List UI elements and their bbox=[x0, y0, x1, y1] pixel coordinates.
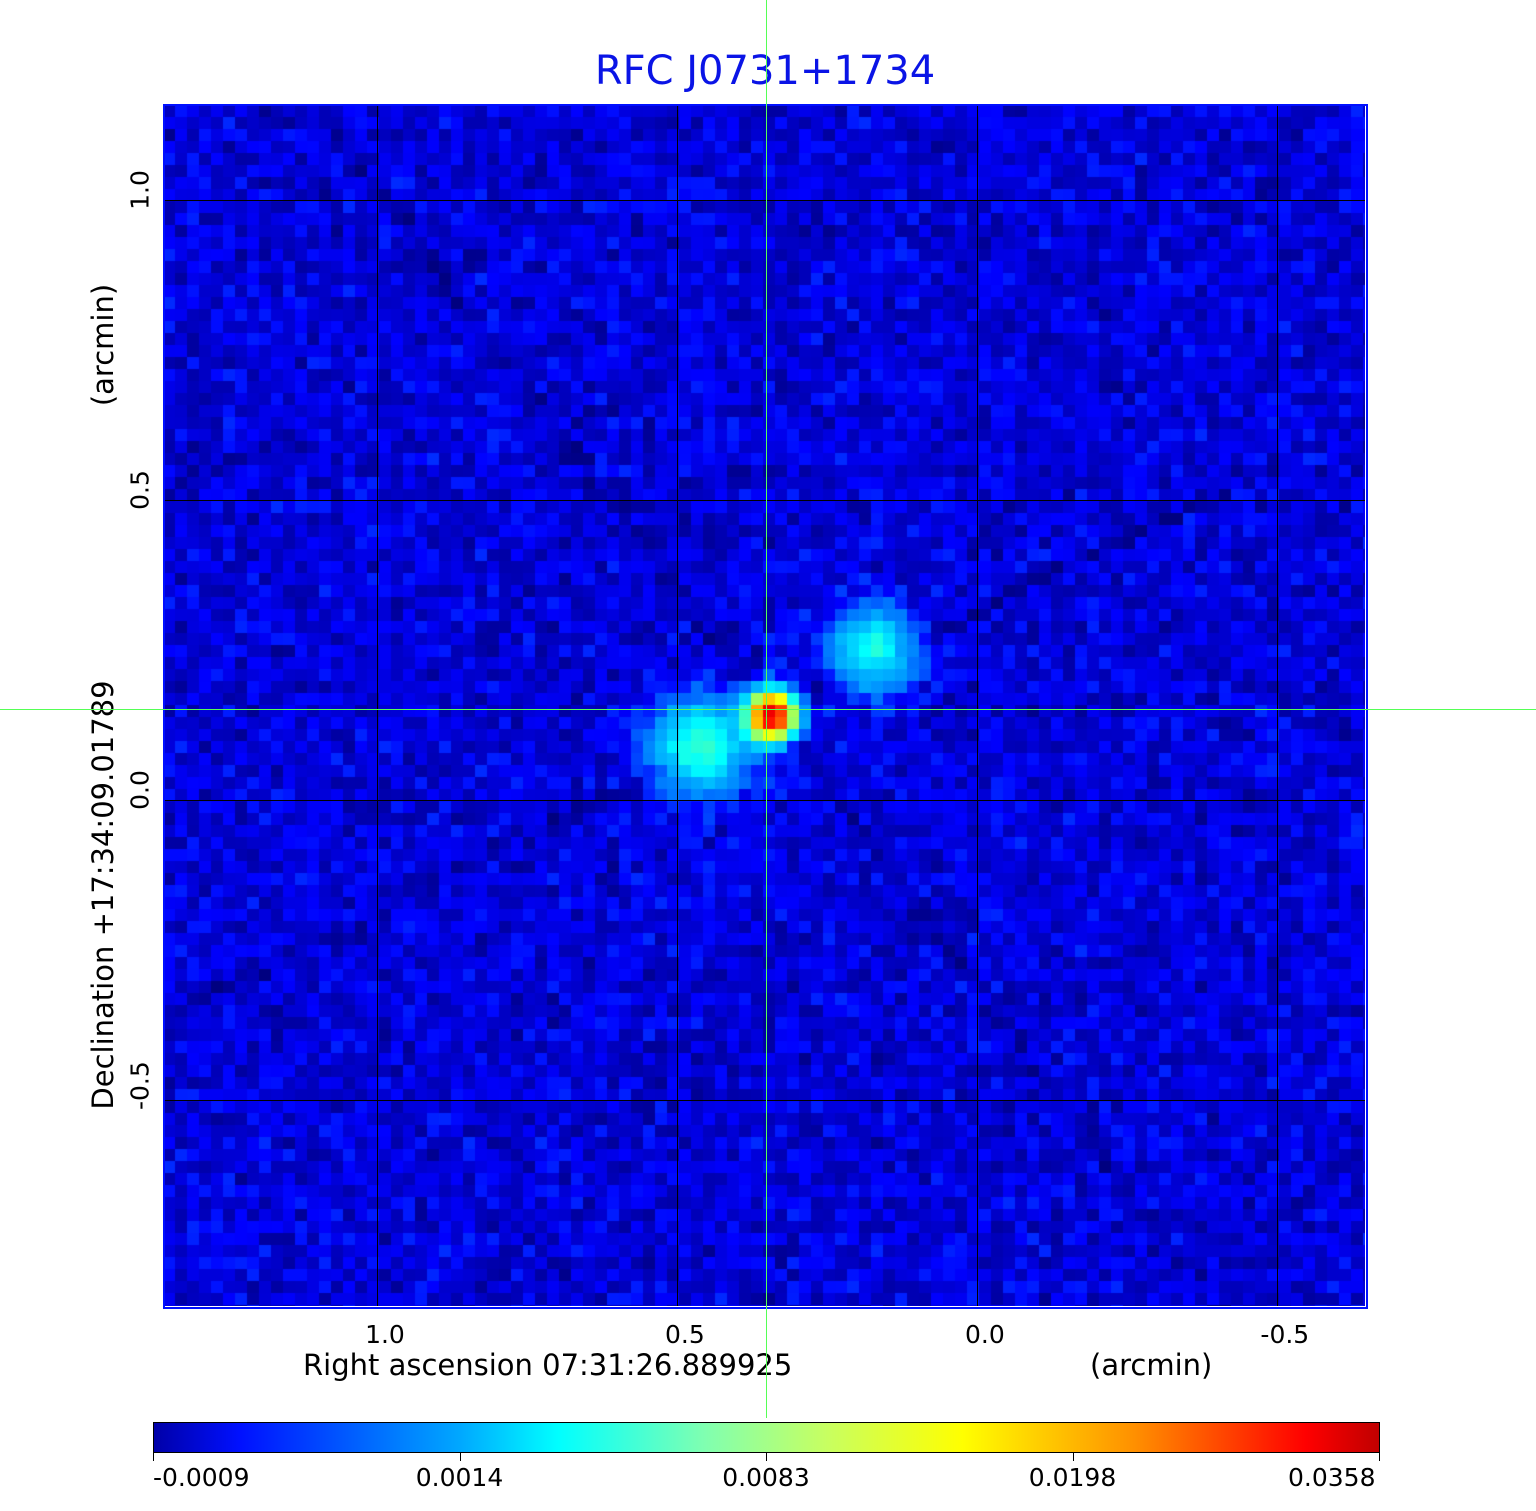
x-tick-label: 0.5 bbox=[665, 1320, 705, 1349]
colorbar-tick-label: 0.0014 bbox=[415, 1463, 504, 1492]
x-axis-label: Right ascension 07:31:26.889925 bbox=[303, 1348, 793, 1382]
colorbar-tick bbox=[153, 1453, 154, 1461]
x-tick-label: 0.0 bbox=[964, 1320, 1005, 1349]
x-tick-label: -0.5 bbox=[1260, 1320, 1310, 1349]
colorbar-tick bbox=[1072, 1453, 1074, 1461]
crosshair-horizontal bbox=[0, 709, 1536, 710]
chart-title: RFC J0731+1734 bbox=[594, 48, 936, 94]
y-axis-unit: (arcmin) bbox=[86, 283, 120, 407]
x-tick-label: 1.0 bbox=[365, 1320, 405, 1349]
y-tick-label: 1.0 bbox=[125, 169, 155, 210]
y-tick-label: 0.0 bbox=[125, 770, 155, 810]
heatmap-image bbox=[164, 105, 1365, 1306]
x-axis-unit: (arcmin) bbox=[1090, 1348, 1213, 1382]
colorbar-tick bbox=[1379, 1453, 1380, 1461]
colorbar-tick-label: 0.0083 bbox=[722, 1463, 810, 1492]
y-tick-label: -0.5 bbox=[125, 1061, 155, 1111]
colorbar-tick-label: -0.0009 bbox=[153, 1463, 250, 1492]
grid-lines bbox=[164, 105, 1365, 1306]
colorbar-tick bbox=[459, 1453, 461, 1461]
colorbar-tick-label: 0.0198 bbox=[1028, 1463, 1117, 1492]
colorbar-tick-label: 0.0358 bbox=[1288, 1463, 1376, 1492]
plot-frame bbox=[163, 104, 1368, 1309]
colorbar-tick bbox=[766, 1453, 767, 1461]
colorbar bbox=[153, 1422, 1380, 1453]
y-axis-label: Declination +17:34:09.01789 bbox=[86, 680, 120, 1110]
y-tick-label: 0.5 bbox=[125, 470, 155, 510]
